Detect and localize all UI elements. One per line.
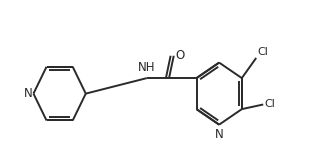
- Text: O: O: [176, 49, 185, 62]
- Text: N: N: [24, 87, 32, 100]
- Text: Cl: Cl: [258, 47, 268, 57]
- Text: Cl: Cl: [265, 99, 275, 110]
- Text: N: N: [215, 128, 224, 141]
- Text: NH: NH: [138, 61, 156, 74]
